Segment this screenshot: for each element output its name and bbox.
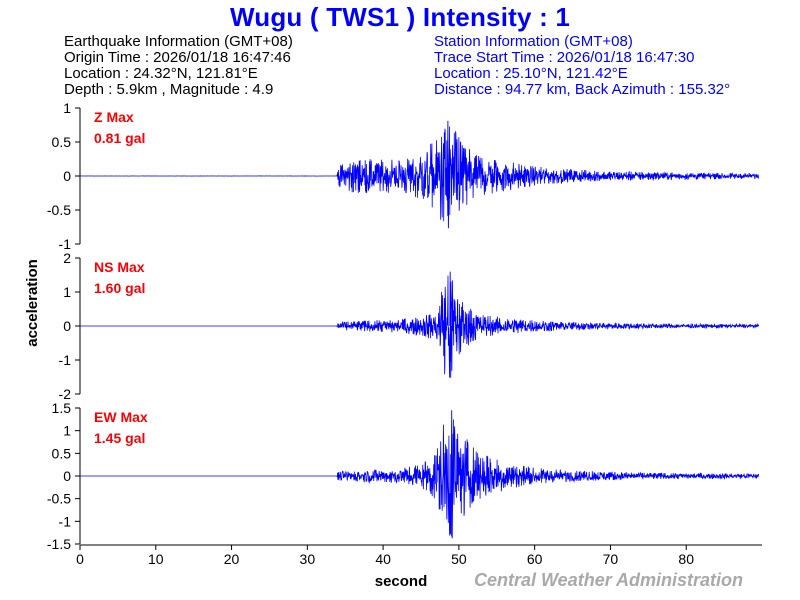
earthquake-info: Earthquake Information (GMT+08) Origin T… <box>64 34 293 98</box>
ew-y-tick-label: 1.5 <box>52 400 72 416</box>
ns-max-value: 1.60 gal <box>94 280 145 296</box>
ns-y-tick-label: 2 <box>63 250 71 266</box>
z-y-tick-label: 0.5 <box>52 134 72 150</box>
station-location: Location : 25.10°N, 121.42°E <box>434 65 628 82</box>
ns-y-tick-label: 1 <box>63 284 71 300</box>
distance-azimuth: Distance : 94.77 km, Back Azimuth : 155.… <box>434 81 731 98</box>
z-max-value: 0.81 gal <box>94 130 145 146</box>
ns-peak-spike <box>449 271 452 378</box>
ns-y-tick-label: -2 <box>59 386 72 402</box>
ew-y-tick-label: -1.5 <box>47 536 71 552</box>
ew-y-tick-label: -0.5 <box>47 491 71 507</box>
ns-max-label: NS Max <box>94 259 145 275</box>
x-tick-label: 10 <box>148 551 164 567</box>
z-max-label: Z Max <box>94 109 134 125</box>
credit-text: Central Weather Administration <box>474 570 744 590</box>
z-y-tick-label: 1 <box>63 100 71 116</box>
ns-waveform-line <box>80 275 760 378</box>
ns-y-tick-label: 0 <box>63 318 71 334</box>
station-info: Station Information (GMT+08) Trace Start… <box>434 34 730 98</box>
ew-waveform-line <box>80 419 760 537</box>
trace-start-time: Trace Start Time : 2026/01/18 16:47:30 <box>434 49 695 66</box>
z-y-tick-label: -1 <box>59 236 72 252</box>
earthquake-info-header: Earthquake Information (GMT+08) <box>64 33 293 50</box>
x-tick-label: 20 <box>224 551 240 567</box>
ew-y-tick-label: 1 <box>63 423 71 439</box>
ew-y-tick-label: 0.5 <box>52 445 72 461</box>
x-axis-label: second <box>375 573 428 590</box>
epicenter-location: Location : 24.32°N, 121.81°E <box>64 65 258 82</box>
origin-time: Origin Time : 2026/01/18 16:47:46 <box>64 49 291 66</box>
ew-max-value: 1.45 gal <box>94 430 145 446</box>
z-y-tick-label: -0.5 <box>47 202 71 218</box>
ns-y-tick-label: -1 <box>59 352 72 368</box>
ew-max-label: EW Max <box>94 409 148 425</box>
ew-peak-spike <box>450 410 454 539</box>
ew-y-tick-label: -1 <box>59 513 72 529</box>
ew-y-tick-label: 0 <box>63 468 71 484</box>
station-info-header: Station Information (GMT+08) <box>434 33 633 50</box>
x-tick-label: 60 <box>527 551 543 567</box>
x-tick-label: 70 <box>603 551 619 567</box>
x-tick-label: 50 <box>451 551 467 567</box>
z-y-tick-label: 0 <box>63 168 71 184</box>
chart-title: Wugu ( TWS1 ) Intensity : 1 <box>229 2 571 32</box>
z-waveform-line <box>80 126 760 222</box>
x-tick-label: 30 <box>300 551 316 567</box>
x-tick-label: 40 <box>375 551 391 567</box>
z-peak-spike <box>447 120 450 229</box>
x-tick-label: 80 <box>678 551 694 567</box>
x-tick-label: 0 <box>76 551 84 567</box>
depth-magnitude: Depth : 5.9km , Magnitude : 4.9 <box>64 81 274 98</box>
y-axis-label: acceleration <box>24 259 41 347</box>
